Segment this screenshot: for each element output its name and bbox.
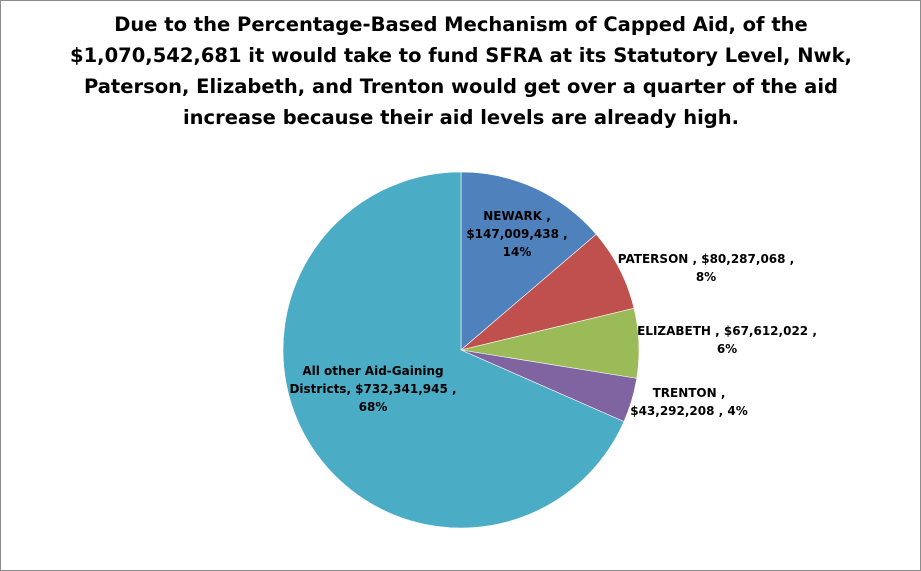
chart-title: Due to the Percentage-Based Mechanism of… (61, 9, 861, 133)
data-label-elizabeth: ELIZABETH , $67,612,022 , 6% (637, 324, 817, 356)
title-line-1: Due to the Percentage-Based Mechanism of… (114, 13, 808, 36)
data-label-newark: NEWARK , $147,009,438 , 14% (466, 209, 567, 259)
title-line-2: $1,070,542,681 it would take to fund SFR… (70, 44, 852, 67)
data-label-line: Districts, $732,341,945 , (289, 382, 456, 396)
data-label-line: $147,009,438 , (466, 227, 567, 241)
data-label-line: PATERSON , $80,287,068 , (618, 252, 794, 266)
data-label-paterson: PATERSON , $80,287,068 , 8% (618, 252, 794, 284)
data-label-line: 8% (696, 270, 716, 284)
data-label-all-other-aid-gaining-districts: All other Aid-Gaining Districts, $732,341… (289, 364, 456, 414)
pie-slice-newark (460, 171, 597, 351)
pie-slices (282, 171, 640, 529)
data-label-line: $43,292,208 , 4% (630, 404, 748, 418)
data-label-line: 14% (503, 245, 532, 259)
pie-slice-all-other-aid-gaining-districts (282, 171, 625, 529)
data-label-line: All other Aid-Gaining (302, 364, 443, 378)
data-label-line: ELIZABETH , $67,612,022 , (637, 324, 817, 338)
data-label-line: 68% (359, 400, 388, 414)
data-label-line: NEWARK , (483, 209, 551, 223)
data-label-trenton: TRENTON , $43,292,208 , 4% (630, 386, 748, 418)
pie-data-labels: NEWARK , $147,009,438 , 14% PATERSON , $80,… (289, 209, 816, 418)
title-line-4: increase because their aid levels are al… (182, 106, 740, 129)
title-line-3: Paterson, Elizabeth, and Trenton would g… (84, 75, 838, 98)
data-label-line: TRENTON , (653, 386, 726, 400)
data-label-line: 6% (717, 342, 737, 356)
